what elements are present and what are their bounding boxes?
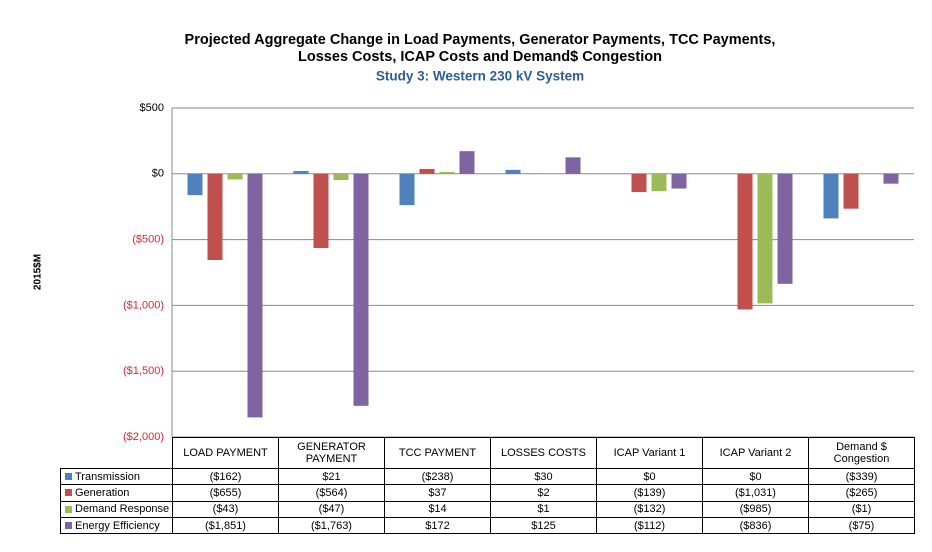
table-header-cell: Demand $ Congestion <box>808 437 915 469</box>
bar <box>313 173 329 249</box>
table-value-cell: ($836) <box>702 516 809 535</box>
table-header-cell: ICAP Variant 1 <box>596 437 703 469</box>
y-tick-label: $0 <box>152 168 164 180</box>
table-value-cell: ($162) <box>172 468 279 486</box>
bar <box>651 173 667 192</box>
legend-swatch <box>65 505 72 513</box>
bar <box>333 173 349 180</box>
legend-swatch <box>65 522 72 530</box>
table-value-cell: ($112) <box>596 516 703 535</box>
bar <box>843 173 859 209</box>
legend-cell: Generation <box>60 484 173 502</box>
table-value-cell: $14 <box>384 500 491 518</box>
bar <box>777 173 793 284</box>
legend-label: Transmission <box>75 470 140 483</box>
table-value-cell: ($985) <box>702 500 809 518</box>
y-tick-label: ($2,000) <box>123 431 164 443</box>
table-value-cell: $37 <box>384 484 491 502</box>
y-tick-label: ($1,500) <box>123 365 164 377</box>
bar <box>565 157 581 174</box>
table-header-cell: ICAP Variant 2 <box>702 437 809 469</box>
y-axis-label: 2015$M <box>33 254 44 290</box>
table-value-cell: ($1,031) <box>702 484 809 502</box>
bar <box>631 173 647 193</box>
chart-subtitle: Study 3: Western 230 kV System <box>376 69 584 84</box>
table-value-cell: $0 <box>596 468 703 486</box>
legend-swatch <box>65 489 72 497</box>
bar <box>227 173 243 180</box>
table-value-cell: $1 <box>490 500 597 518</box>
table-value-cell: $30 <box>490 468 597 486</box>
table-value-cell: ($75) <box>808 516 915 535</box>
legend-cell: Demand Response <box>60 500 173 518</box>
bar <box>505 169 521 174</box>
table-value-cell: ($655) <box>172 484 279 502</box>
legend-cell: Transmission <box>60 468 173 486</box>
table-value-cell: ($339) <box>808 468 915 486</box>
table-value-cell: ($1,763) <box>278 516 385 535</box>
table-header-cell: LOSSES COSTS <box>490 437 597 469</box>
table-value-cell: $2 <box>490 484 597 502</box>
bar <box>293 171 309 174</box>
bar <box>459 151 475 174</box>
legend-swatch <box>65 473 72 481</box>
bar <box>399 173 415 206</box>
table-value-cell: $21 <box>278 468 385 486</box>
title-line: Losses Costs, ICAP Costs and Demand$ Con… <box>298 49 662 65</box>
bar <box>207 173 223 260</box>
legend-label: Demand Response <box>75 503 170 516</box>
table-header-cell: GENERATOR PAYMENT <box>278 437 385 469</box>
bar <box>187 173 203 196</box>
bar <box>883 173 899 184</box>
table-header-cell: LOAD PAYMENT <box>172 437 279 469</box>
table-value-cell: $125 <box>490 516 597 535</box>
table-value-cell: ($1,851) <box>172 516 279 535</box>
table-value-cell: ($238) <box>384 468 491 486</box>
chart-title: Projected Aggregate Change in Load Payme… <box>185 32 776 65</box>
table-value-cell: ($43) <box>172 500 279 518</box>
bar <box>671 173 687 189</box>
table-header-cell: TCC PAYMENT <box>384 437 491 469</box>
table-value-cell: $0 <box>702 468 809 486</box>
bar <box>419 168 435 174</box>
legend-label: Generation <box>75 486 130 499</box>
bar <box>757 173 773 304</box>
table-value-cell: ($564) <box>278 484 385 502</box>
title-line: Projected Aggregate Change in Load Payme… <box>185 32 776 48</box>
bar <box>439 171 455 174</box>
y-tick-label: ($1,000) <box>123 299 164 311</box>
bar <box>737 173 753 310</box>
table-value-cell: $172 <box>384 516 491 535</box>
bar <box>353 173 369 406</box>
y-tick-label: $500 <box>140 102 164 114</box>
table-value-cell: ($139) <box>596 484 703 502</box>
y-tick-label: ($500) <box>132 234 164 246</box>
legend-label: Energy Efficiency <box>75 519 160 532</box>
table-value-cell: ($265) <box>808 484 915 502</box>
legend-cell: Energy Efficiency <box>60 516 173 535</box>
bar <box>823 173 839 219</box>
table-value-cell: ($132) <box>596 500 703 518</box>
bar <box>247 173 263 418</box>
table-value-cell: ($47) <box>278 500 385 518</box>
table-value-cell: ($1) <box>808 500 915 518</box>
